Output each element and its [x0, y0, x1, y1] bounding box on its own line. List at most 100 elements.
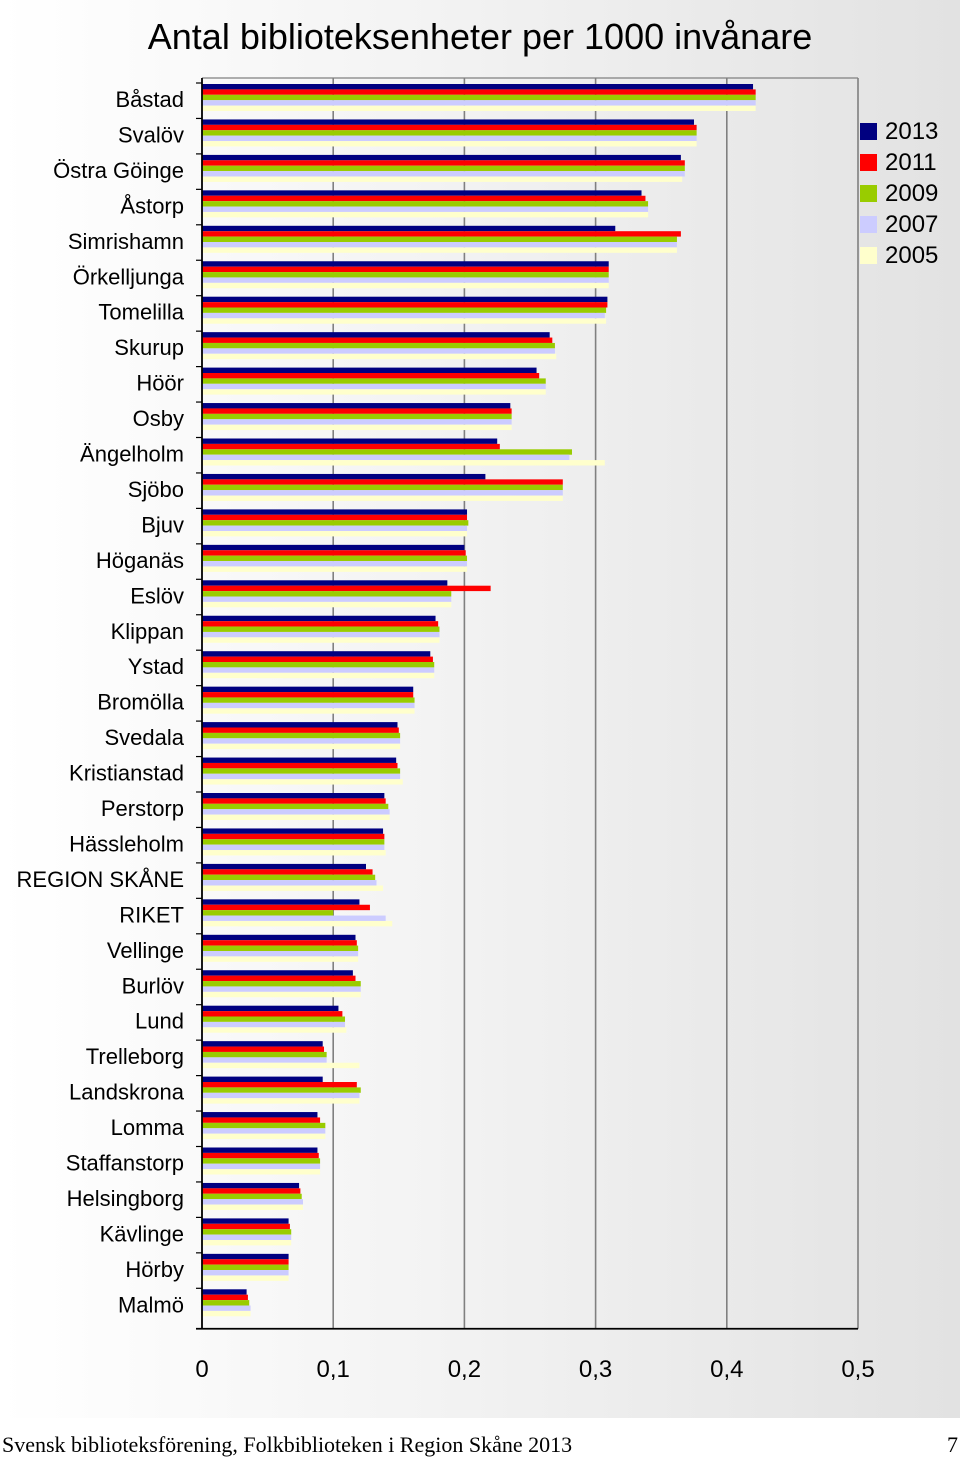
- bar: [202, 920, 393, 927]
- bar: [202, 403, 511, 409]
- bar: [202, 1016, 346, 1022]
- bar: [202, 160, 685, 166]
- bar: [202, 722, 398, 728]
- bar: [202, 566, 468, 572]
- bar: [202, 1051, 327, 1058]
- bar: [202, 307, 607, 313]
- bar: [202, 637, 440, 643]
- bar: [202, 190, 642, 196]
- category-label: Tomelilla: [98, 300, 184, 325]
- bar: [202, 656, 433, 662]
- bar: [202, 1218, 289, 1224]
- bar: [202, 874, 376, 881]
- bar: [202, 1027, 347, 1033]
- bar: [202, 1128, 326, 1134]
- bar: [202, 1275, 289, 1281]
- bar: [202, 1229, 292, 1235]
- bar: [202, 242, 677, 248]
- bar: [202, 727, 399, 733]
- legend-label: 2005: [885, 241, 939, 269]
- bar: [202, 105, 756, 111]
- category-label: Bjuv: [141, 512, 184, 537]
- x-tick-label: 0,4: [710, 1356, 743, 1383]
- bar: [202, 1062, 360, 1069]
- bar: [202, 1310, 251, 1317]
- bar: [202, 762, 398, 769]
- bar: [202, 94, 756, 101]
- category-label: Trelleborg: [86, 1044, 184, 1069]
- bar: [202, 1041, 323, 1047]
- bar: [202, 1005, 339, 1012]
- bar: [202, 1046, 325, 1052]
- bar: [202, 1223, 290, 1230]
- bar: [202, 378, 546, 384]
- legend-item: 2005: [860, 240, 938, 271]
- bar: [202, 1182, 300, 1189]
- bar: [202, 1057, 327, 1063]
- bar: [202, 844, 385, 851]
- category-label: Landskrona: [69, 1080, 185, 1105]
- bar: [202, 247, 677, 253]
- bar: [202, 277, 609, 283]
- bar: [202, 154, 681, 161]
- category-label: Kävlinge: [100, 1221, 184, 1246]
- category-label: Hörby: [125, 1257, 184, 1282]
- bar: [202, 84, 754, 90]
- bar: [202, 509, 468, 515]
- bar: [202, 850, 386, 856]
- category-label: Klippan: [111, 619, 184, 644]
- bar: [202, 141, 697, 147]
- bar: [202, 986, 361, 992]
- bar: [202, 773, 401, 780]
- bar: [202, 662, 435, 668]
- bar: [202, 793, 385, 799]
- bar: [202, 1199, 304, 1205]
- bar: [202, 809, 390, 815]
- bar: [202, 702, 415, 709]
- category-label: Simrishamn: [68, 229, 184, 254]
- bar: [202, 1300, 250, 1306]
- bar: [202, 601, 452, 608]
- bar: [202, 1021, 346, 1028]
- bar: [202, 1264, 289, 1271]
- bar: [202, 910, 334, 916]
- x-tick-label: 0,1: [317, 1356, 350, 1383]
- x-tick-label: 0: [195, 1356, 208, 1383]
- bar: [202, 89, 756, 95]
- bar: [202, 915, 386, 921]
- bar: [202, 413, 512, 420]
- bar: [202, 282, 609, 289]
- bar: [202, 514, 468, 521]
- bar: [202, 951, 359, 957]
- bar: [202, 348, 555, 354]
- bar: [202, 176, 683, 182]
- page-footer: Svensk biblioteksförening, Folkbibliotek…: [0, 1418, 960, 1460]
- bar: [202, 596, 452, 602]
- category-label: Vellinge: [107, 938, 184, 963]
- category-label: Bromölla: [97, 690, 185, 715]
- legend-item: 2013: [860, 116, 938, 147]
- legend: 2013 2011 2009 2007 2005: [860, 116, 938, 271]
- bar: [202, 302, 608, 308]
- category-label: Hässleholm: [69, 831, 184, 856]
- bar: [202, 424, 512, 431]
- category-label: Eslöv: [130, 583, 184, 608]
- bar: [202, 225, 616, 232]
- category-label: Lund: [135, 1009, 184, 1034]
- bar: [202, 814, 390, 820]
- bar: [202, 940, 357, 946]
- bar: [202, 686, 414, 693]
- legend-swatch: [860, 247, 877, 264]
- bar: [202, 312, 605, 319]
- bar: [202, 119, 694, 125]
- category-label: Ystad: [128, 654, 184, 679]
- bar: [202, 171, 685, 177]
- bar: [202, 1117, 321, 1123]
- category-label: Malmö: [118, 1292, 184, 1317]
- bar: [202, 708, 415, 714]
- bar: [202, 738, 401, 744]
- bar: [202, 839, 385, 845]
- bar: [202, 1092, 360, 1099]
- bar: [202, 367, 537, 373]
- bar: [202, 1076, 323, 1082]
